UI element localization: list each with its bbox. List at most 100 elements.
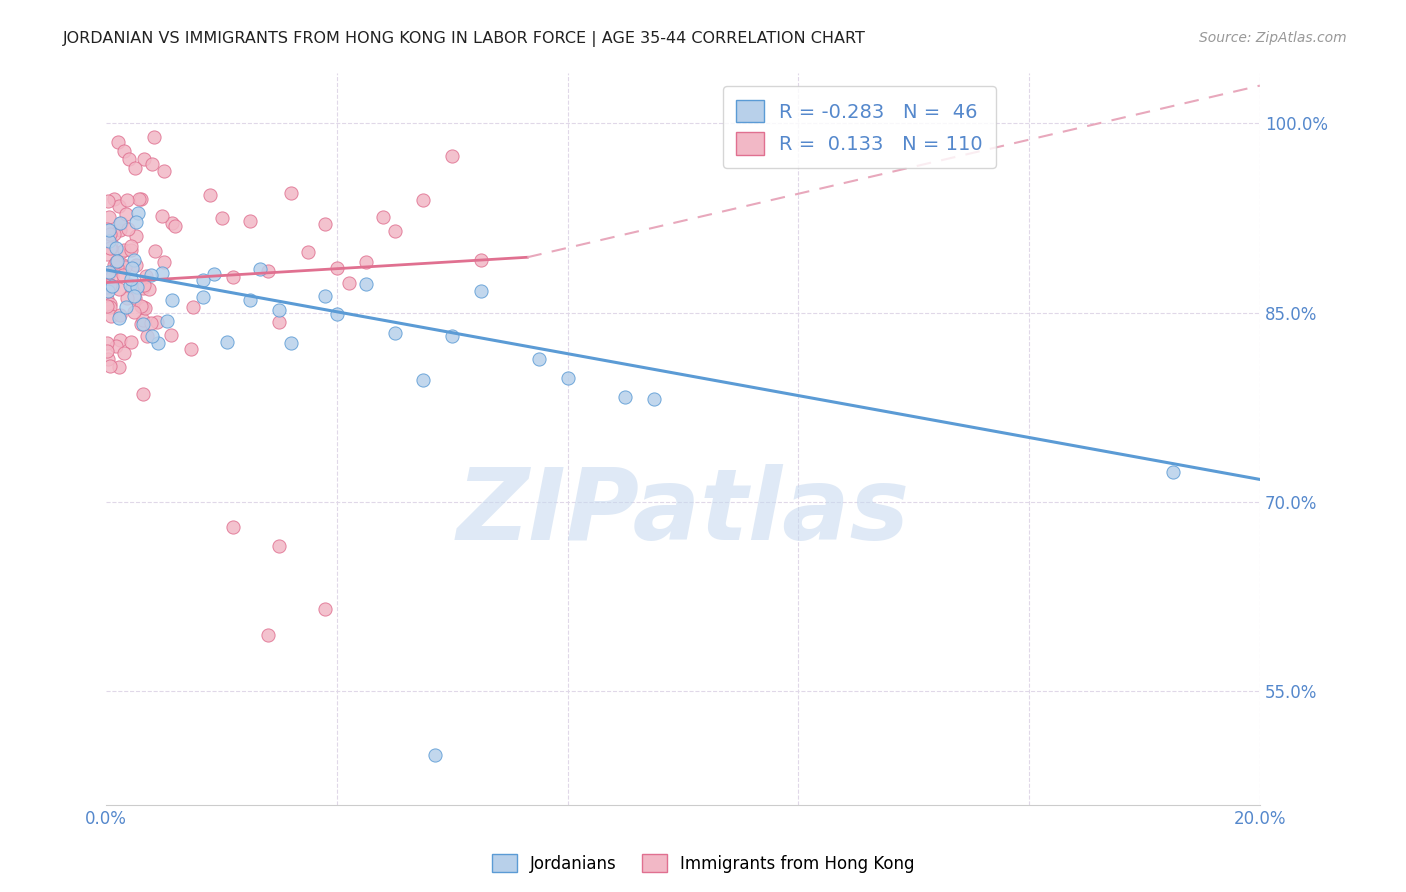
Point: [135, 268, 157, 283]
Point: [470, 284, 492, 298]
Point: [256, 264, 278, 278]
Point: [1163, 465, 1185, 479]
Point: [280, 336, 302, 351]
Point: [105, 339, 128, 353]
Point: [150, 209, 173, 223]
Point: [108, 216, 131, 230]
Point: [98, 265, 121, 279]
Point: [314, 217, 336, 231]
Point: [441, 149, 464, 163]
Point: [239, 293, 262, 307]
Point: [103, 227, 125, 242]
Point: [100, 236, 122, 251]
Point: [297, 245, 319, 260]
Point: [146, 335, 169, 350]
Point: [96, 343, 118, 358]
Point: [132, 387, 155, 401]
Point: [96, 292, 118, 306]
Point: [139, 316, 162, 330]
Point: [97, 351, 120, 366]
Point: [614, 390, 637, 404]
Text: ZIPatlas: ZIPatlas: [457, 464, 910, 561]
Text: Source: ZipAtlas.com: Source: ZipAtlas.com: [1199, 31, 1347, 45]
Point: [117, 222, 139, 236]
Point: [112, 258, 135, 272]
Point: [222, 270, 245, 285]
Point: [96, 268, 118, 283]
Point: [129, 192, 152, 206]
Point: [108, 311, 131, 326]
Point: [124, 288, 146, 302]
Point: [354, 277, 377, 291]
Point: [121, 260, 143, 275]
Point: [160, 293, 183, 308]
Point: [120, 272, 142, 286]
Point: [150, 267, 173, 281]
Point: [105, 260, 128, 274]
Point: [412, 193, 434, 207]
Point: [100, 309, 122, 323]
Point: [153, 164, 176, 178]
Point: [326, 261, 349, 276]
Point: [132, 313, 155, 327]
Point: [134, 301, 156, 315]
Point: [269, 302, 291, 317]
Point: [110, 244, 132, 259]
Point: [132, 317, 155, 331]
Point: [269, 539, 291, 553]
Point: [98, 297, 121, 311]
Point: [104, 254, 127, 268]
Point: [108, 360, 131, 375]
Point: [107, 136, 129, 150]
Point: [125, 229, 148, 244]
Point: [527, 352, 550, 367]
Point: [100, 241, 122, 255]
Point: [131, 299, 153, 313]
Point: [337, 276, 360, 290]
Point: [98, 223, 121, 237]
Point: [112, 244, 135, 258]
Point: [239, 214, 262, 228]
Point: [441, 328, 464, 343]
Point: [124, 161, 146, 175]
Point: [108, 308, 131, 322]
Point: [100, 241, 122, 255]
Point: [124, 258, 146, 272]
Point: [127, 206, 149, 220]
Point: [97, 284, 120, 298]
Point: [115, 207, 138, 221]
Point: [249, 261, 271, 276]
Point: [141, 328, 163, 343]
Point: [97, 194, 120, 209]
Point: [122, 253, 145, 268]
Point: [121, 239, 143, 253]
Point: [384, 326, 406, 340]
Point: [96, 299, 118, 313]
Point: [110, 216, 132, 230]
Point: [96, 280, 118, 294]
Point: [128, 192, 150, 206]
Point: [141, 157, 163, 171]
Point: [125, 215, 148, 229]
Point: [132, 300, 155, 314]
Point: [202, 267, 225, 281]
Point: [101, 279, 124, 293]
Point: [160, 216, 183, 230]
Text: JORDANIAN VS IMMIGRANTS FROM HONG KONG IN LABOR FORCE | AGE 35-44 CORRELATION CH: JORDANIAN VS IMMIGRANTS FROM HONG KONG I…: [63, 31, 866, 47]
Point: [117, 291, 139, 305]
Point: [96, 222, 118, 236]
Point: [103, 192, 125, 206]
Point: [145, 315, 167, 329]
Point: [314, 602, 336, 616]
Point: [98, 278, 121, 293]
Point: [121, 281, 143, 295]
Point: [114, 260, 136, 275]
Point: [114, 300, 136, 314]
Point: [127, 280, 149, 294]
Point: [112, 145, 135, 159]
Point: [217, 334, 239, 349]
Point: [120, 334, 142, 349]
Point: [96, 247, 118, 261]
Point: [198, 187, 221, 202]
Point: [101, 278, 124, 293]
